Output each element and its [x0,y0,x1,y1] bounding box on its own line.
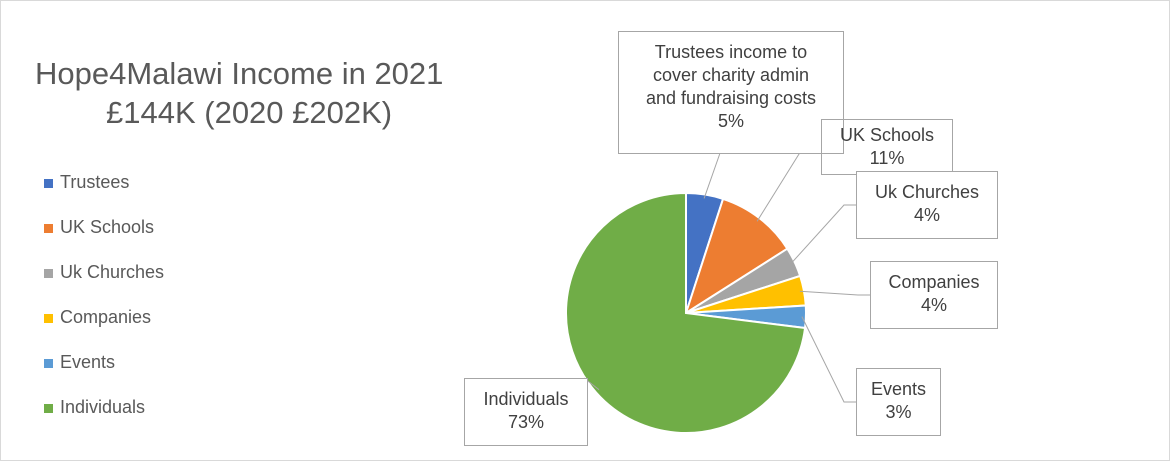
legend-label-individuals: Individuals [60,397,146,417]
data-label-text: and fundraising costs [645,88,817,108]
legend-swatch-events [44,359,53,368]
data-label-uk-schools: UK Schools 11% [821,119,953,175]
pie-slice-individuals [565,191,807,434]
leader-line-companies [799,290,870,296]
data-label-uk-churches: Uk Churches 4% [856,171,998,239]
legend-swatch-trustees [44,179,53,188]
leader-line-events [801,316,856,403]
chart-title-line-1: Hope4Malawi Income in 2021 [35,56,444,91]
data-label-percent: 11% [869,148,905,168]
data-label-text: Uk Churches [874,182,980,202]
legend-swatch-individuals [44,404,53,413]
legend-label-trustees: Trustees [60,172,130,192]
data-label-percent: 5% [717,111,744,131]
data-label-text: Events [870,379,927,399]
leader-line-uk-churches [790,204,856,264]
data-label-percent: 4% [913,205,940,225]
data-label-text: Trustees income to [654,42,808,62]
data-label-trustees: Trustees income to cover charity admin and… [618,31,844,154]
legend-label-uk-churches: Uk Churches [60,262,165,282]
data-label-individuals: Individuals 73% [464,378,588,446]
data-label-text: Individuals [483,389,569,409]
data-label-percent: 3% [885,402,912,422]
chart-title-line-2: £144K (2020 £202K) [106,95,393,130]
data-label-text: UK Schools [839,125,935,145]
data-label-text: cover charity admin [652,65,810,85]
data-label-text: Companies [888,272,980,292]
legend-swatch-uk-churches [44,269,53,278]
data-label-percent: 4% [920,295,947,315]
legend-swatch-companies [44,314,53,323]
legend-swatch-uk-schools [44,224,53,233]
data-label-percent: 73% [507,412,545,432]
data-label-companies: Companies 4% [870,261,998,329]
legend-label-uk-schools: UK Schools [60,217,155,237]
data-label-events: Events 3% [856,368,941,436]
legend-label-events: Events [60,352,116,372]
legend-label-companies: Companies [60,307,152,327]
leader-line-trustees [703,153,721,199]
